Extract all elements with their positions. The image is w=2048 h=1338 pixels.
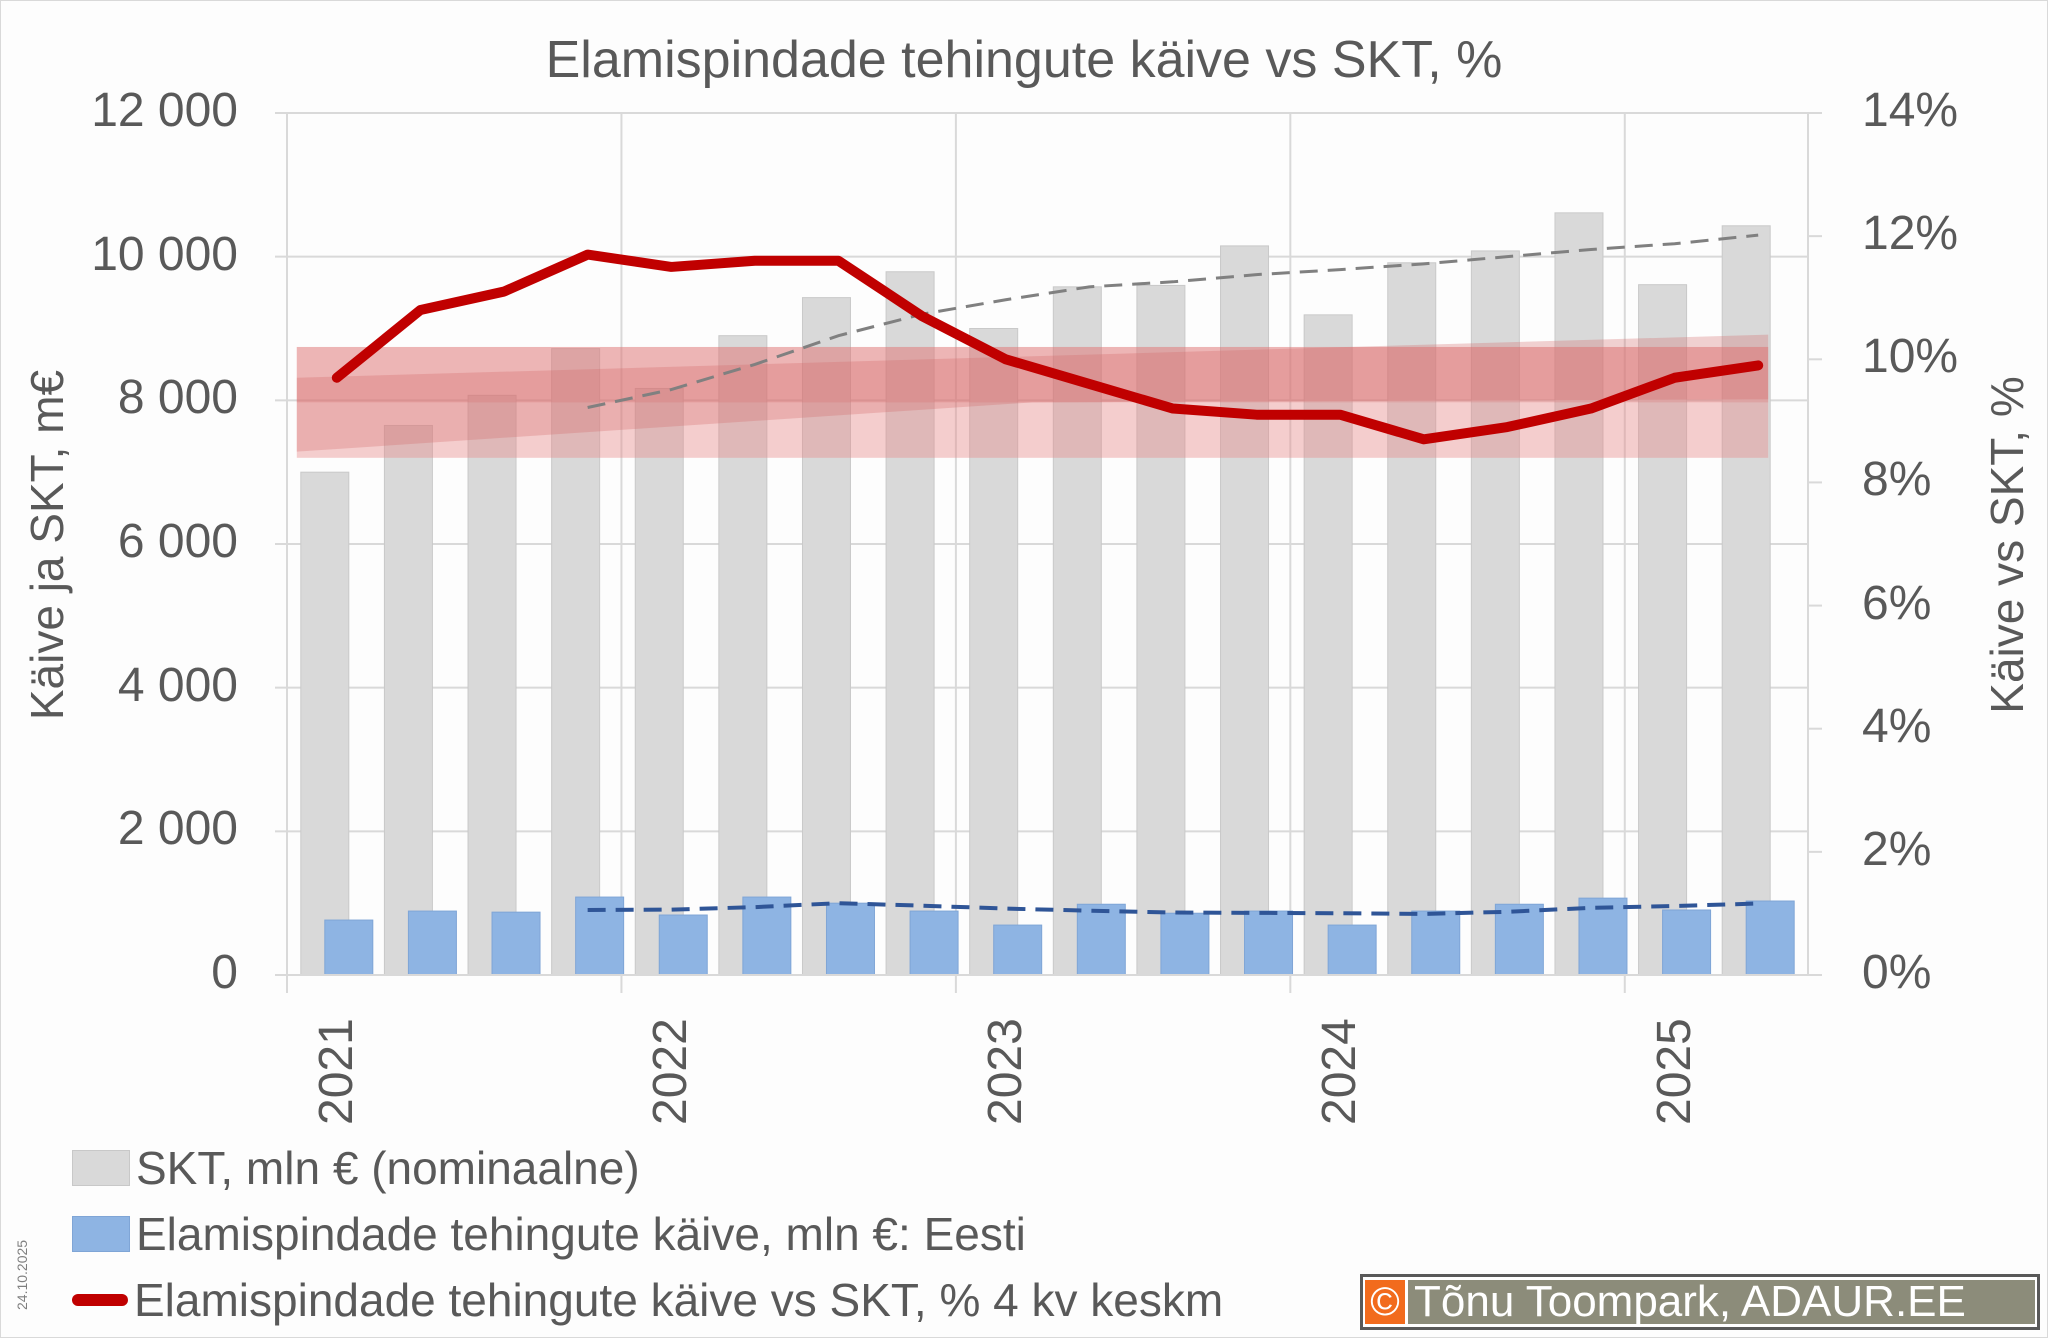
skt-bar (634, 387, 684, 976)
kaive-bar (1244, 910, 1294, 976)
skt-bar (718, 335, 768, 976)
ratio-line (331, 249, 1764, 445)
y-tick-label-right: 6% (1862, 576, 1932, 630)
copyright-text: Tõnu Toompark, ADAUR.EE (1408, 1280, 2035, 1324)
legend-label: Elamispindade tehingute käive vs SKT, % … (134, 1274, 1224, 1326)
skt-bar (885, 271, 935, 976)
kaive-bar (1745, 900, 1795, 976)
kaive-bar (1578, 897, 1628, 976)
legend: SKT, mln € (nominaalne) Elamispindade te… (72, 1135, 1223, 1333)
kaive-bar (324, 919, 374, 976)
y-tick-label-left: 12 000 (91, 84, 238, 137)
kaive-bar (1494, 903, 1544, 976)
y-axis-right-title: Käive vs SKT, % (1981, 376, 2033, 714)
y-tick-label-left: 4 000 (117, 658, 238, 712)
skt-bar (467, 394, 517, 976)
y-tick-label-left: 8 000 (117, 371, 238, 425)
legend-item-ratio: Elamispindade tehingute käive vs SKT, % … (72, 1267, 1223, 1333)
skt-bar (1220, 245, 1270, 976)
x-tick-label: 2025 (1647, 1018, 1701, 1125)
trend-band (296, 334, 1769, 452)
legend-swatch-gray-bar (72, 1150, 130, 1186)
skt-bar (300, 471, 350, 976)
y-tick-label-left: 0 (211, 946, 238, 999)
y-tick-label-right: 2% (1862, 822, 1932, 876)
kaive-bar (909, 910, 959, 976)
skt-bar (1554, 212, 1604, 976)
y-tick-label-right: 0% (1862, 946, 1932, 999)
range-band-inner (296, 346, 1769, 403)
copyright-icon: © (1365, 1280, 1405, 1324)
y-tick-label-left: 2 000 (117, 802, 238, 856)
copyright-badge: © Tõnu Toompark, ADAUR.EE (1360, 1274, 2040, 1330)
legend-item-skt: SKT, mln € (nominaalne) (72, 1135, 1223, 1201)
y-tick-label-left: 10 000 (91, 227, 238, 281)
y-tick-label-right: 8% (1862, 453, 1932, 507)
x-tick-label: 2022 (644, 1018, 698, 1125)
x-tick-label: 2021 (310, 1018, 363, 1125)
y-tick-label-right: 12% (1862, 207, 1959, 261)
legend-swatch-blue-bar (72, 1216, 130, 1252)
kaive-bar (491, 911, 541, 976)
kaive-bar (1076, 903, 1126, 976)
kaive-bar (993, 924, 1043, 976)
skt-bar (383, 424, 433, 976)
y-axis-left-title: Käive ja SKT, m€ (21, 369, 73, 721)
y-tick-label-right: 14% (1862, 84, 1959, 137)
date-stamp: 24.10.2025 (14, 1239, 30, 1310)
x-tick-label: 2023 (978, 1018, 1032, 1125)
skt-bar (551, 348, 601, 976)
kaive-bar (658, 914, 708, 976)
skt-bar (801, 297, 851, 976)
skt-bar (1638, 284, 1688, 976)
skt-bar (1721, 225, 1771, 976)
kaive-bar (1327, 924, 1377, 976)
legend-label: Elamispindade tehingute käive, mln €: Ee… (136, 1208, 1026, 1260)
x-tick-label: 2024 (1313, 1018, 1367, 1125)
skt-bar (1303, 314, 1353, 976)
kaive-bar (742, 896, 792, 976)
kaive-bar (1160, 912, 1210, 976)
kaive-bar (1411, 910, 1461, 976)
kaive-bar (825, 902, 875, 976)
legend-label: SKT, mln € (nominaalne) (136, 1142, 640, 1194)
kaive-bar (407, 910, 457, 976)
skt-bar (1052, 286, 1102, 976)
legend-item-kaive: Elamispindade tehingute käive, mln €: Ee… (72, 1201, 1223, 1267)
skt-bar (1470, 250, 1520, 976)
chart-title: Elamispindade tehingute käive vs SKT, % (545, 31, 1503, 89)
kaive-bar (1662, 909, 1712, 976)
skt-bar (969, 328, 1019, 976)
legend-swatch-red-line (72, 1294, 128, 1306)
skt-bar (1387, 262, 1437, 976)
y-tick-label-right: 4% (1862, 699, 1932, 753)
skt-trend-line (587, 233, 1759, 409)
y-tick-label-right: 10% (1862, 330, 1959, 384)
y-tick-label-left: 6 000 (117, 515, 238, 568)
